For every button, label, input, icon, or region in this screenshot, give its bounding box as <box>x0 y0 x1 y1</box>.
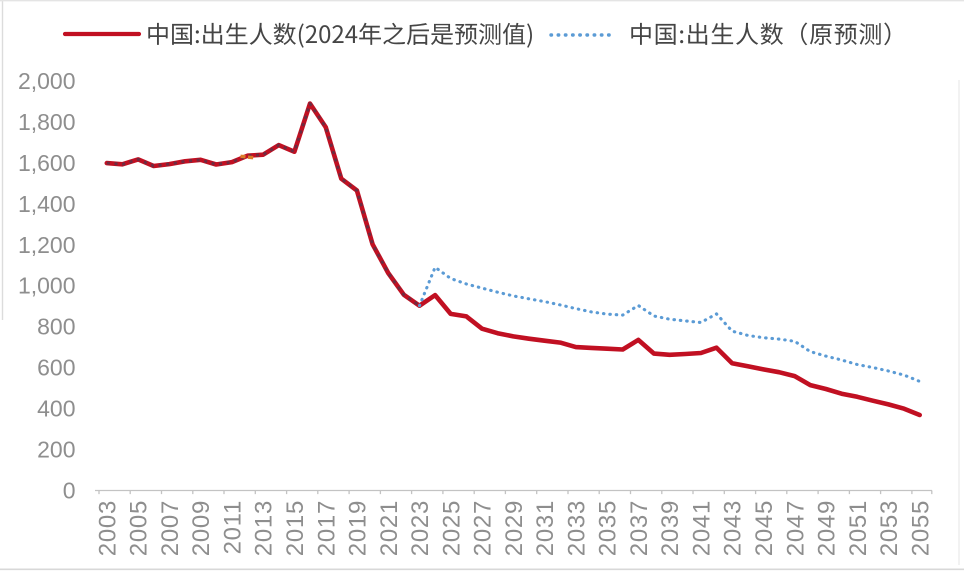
svg-text:2039: 2039 <box>657 500 684 556</box>
svg-text:2027: 2027 <box>470 500 497 556</box>
svg-text:2045: 2045 <box>751 500 778 556</box>
svg-text:1,200: 1,200 <box>18 232 76 258</box>
svg-text:800: 800 <box>37 314 75 340</box>
svg-text:2029: 2029 <box>501 500 528 556</box>
svg-text:2031: 2031 <box>532 500 559 556</box>
svg-text:2017: 2017 <box>313 500 340 556</box>
svg-text:1,800: 1,800 <box>18 109 76 135</box>
svg-text:2005: 2005 <box>126 500 153 556</box>
svg-text:600: 600 <box>37 355 75 381</box>
svg-text:2013: 2013 <box>251 500 278 556</box>
svg-text:2051: 2051 <box>845 500 872 556</box>
svg-text:2047: 2047 <box>782 500 809 556</box>
svg-text:2043: 2043 <box>720 500 747 556</box>
svg-text:2003: 2003 <box>94 500 121 556</box>
svg-text:2037: 2037 <box>626 500 653 556</box>
svg-text:2011: 2011 <box>220 500 247 554</box>
svg-text:2007: 2007 <box>157 500 184 556</box>
svg-text:2019: 2019 <box>345 500 372 556</box>
svg-text:2,000: 2,000 <box>18 68 76 94</box>
svg-text:200: 200 <box>37 436 75 462</box>
svg-text:1,600: 1,600 <box>18 150 76 176</box>
svg-text:400: 400 <box>37 396 75 422</box>
svg-text:1,400: 1,400 <box>18 191 76 217</box>
svg-text:2041: 2041 <box>689 500 716 556</box>
svg-text:1,000: 1,000 <box>18 273 76 299</box>
svg-text:2053: 2053 <box>876 500 903 556</box>
svg-text:2055: 2055 <box>907 500 934 556</box>
svg-text:2025: 2025 <box>438 500 465 556</box>
svg-text:2023: 2023 <box>407 500 434 556</box>
svg-text:2049: 2049 <box>814 500 841 556</box>
svg-text:2009: 2009 <box>188 500 215 556</box>
svg-text:2035: 2035 <box>595 500 622 556</box>
svg-text:2021: 2021 <box>376 500 403 556</box>
svg-text:2033: 2033 <box>563 500 590 556</box>
svg-text:0: 0 <box>63 477 76 503</box>
svg-text:2015: 2015 <box>282 500 309 556</box>
